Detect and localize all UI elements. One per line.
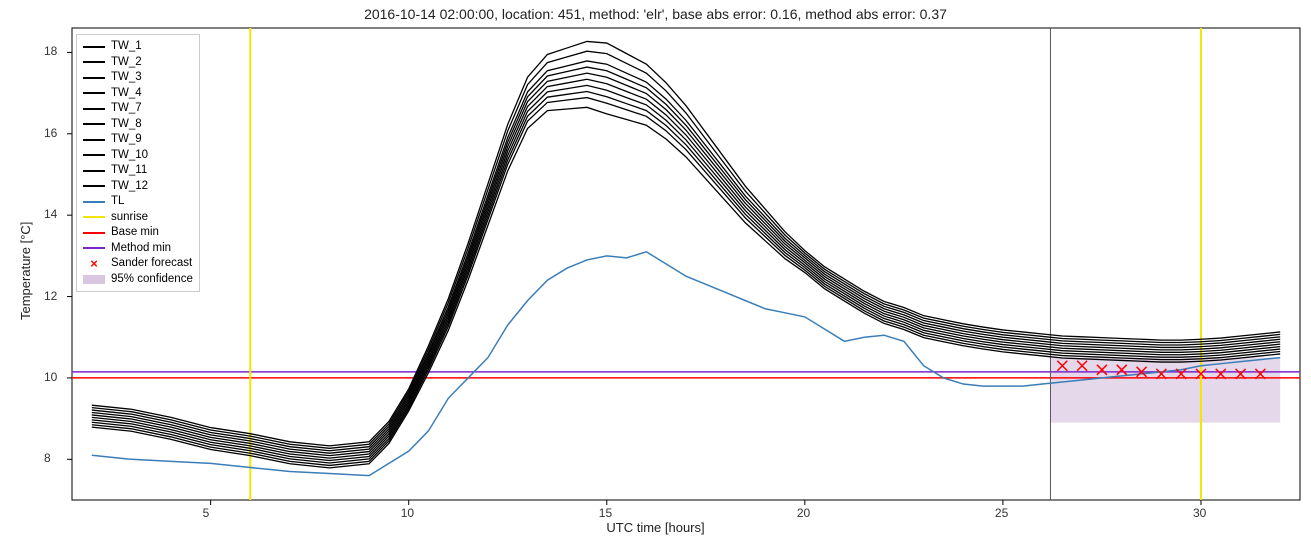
legend-item: TW_10 [83,148,193,164]
y-tick-label: 18 [44,44,64,58]
x-tick-label: 10 [401,506,414,520]
legend-label: 95% confidence [111,272,193,288]
legend-item: × Sander forecast [83,256,193,272]
legend-label: TW_2 [111,55,142,71]
legend-swatch [83,212,105,222]
legend-item: TW_4 [83,86,193,102]
legend-item: TW_11 [83,163,193,179]
legend-item: sunrise [83,210,193,226]
legend-item: TW_1 [83,39,193,55]
legend-swatch [83,181,105,191]
y-axis-label: Temperature [°C] [18,222,33,320]
legend-item: TW_3 [83,70,193,86]
x-tick-label: 30 [1193,506,1206,520]
x-tick-label: 5 [203,506,210,520]
x-axis-label: UTC time [hours] [0,520,1311,535]
temperature-chart: 2016-10-14 02:00:00, location: 451, meth… [0,0,1311,547]
legend-swatch [83,197,105,207]
legend-label: TW_3 [111,70,142,86]
legend-label: TW_9 [111,132,142,148]
legend-item: TW_9 [83,132,193,148]
legend-swatch: × [83,259,105,269]
legend-label: TW_10 [111,148,148,164]
legend-swatch [83,119,105,129]
legend-label: Sander forecast [111,256,192,272]
x-tick-label: 15 [599,506,612,520]
legend-label: TW_4 [111,86,142,102]
y-tick-label: 12 [44,289,64,303]
axes-frame [72,28,1300,500]
legend-item: TW_8 [83,117,193,133]
legend-label: TW_12 [111,179,148,195]
legend-item: Base min [83,225,193,241]
legend-item: 95% confidence [83,272,193,288]
legend-label: TW_7 [111,101,142,117]
legend-item: TW_7 [83,101,193,117]
legend-label: Base min [111,225,159,241]
chart-title: 2016-10-14 02:00:00, location: 451, meth… [0,6,1311,22]
legend-label: sunrise [111,210,148,226]
y-tick-label: 8 [44,451,64,465]
legend-label: Method min [111,241,171,257]
legend-swatch [83,228,105,238]
legend-label: TL [111,194,124,210]
y-tick-label: 10 [44,370,64,384]
legend-swatch [83,243,105,253]
legend-swatch [83,166,105,176]
legend-swatch [83,150,105,160]
legend-label: TW_8 [111,117,142,133]
legend-swatch [83,73,105,83]
legend-item: TW_12 [83,179,193,195]
legend: TW_1TW_2TW_3TW_4TW_7TW_8TW_9TW_10TW_11TW… [76,34,200,292]
legend-item: TW_2 [83,55,193,71]
confidence-region [1050,358,1280,423]
legend-label: TW_11 [111,163,147,179]
legend-label: TW_1 [111,39,142,55]
legend-item: TL [83,194,193,210]
y-tick-label: 14 [44,207,64,221]
legend-swatch [83,88,105,98]
legend-swatch [83,42,105,52]
legend-swatch [83,57,105,67]
legend-swatch [83,104,105,114]
legend-item: Method min [83,241,193,257]
x-tick-label: 25 [995,506,1008,520]
legend-swatch [83,274,105,284]
legend-swatch [83,135,105,145]
y-tick-label: 16 [44,126,64,140]
x-tick-label: 20 [797,506,810,520]
